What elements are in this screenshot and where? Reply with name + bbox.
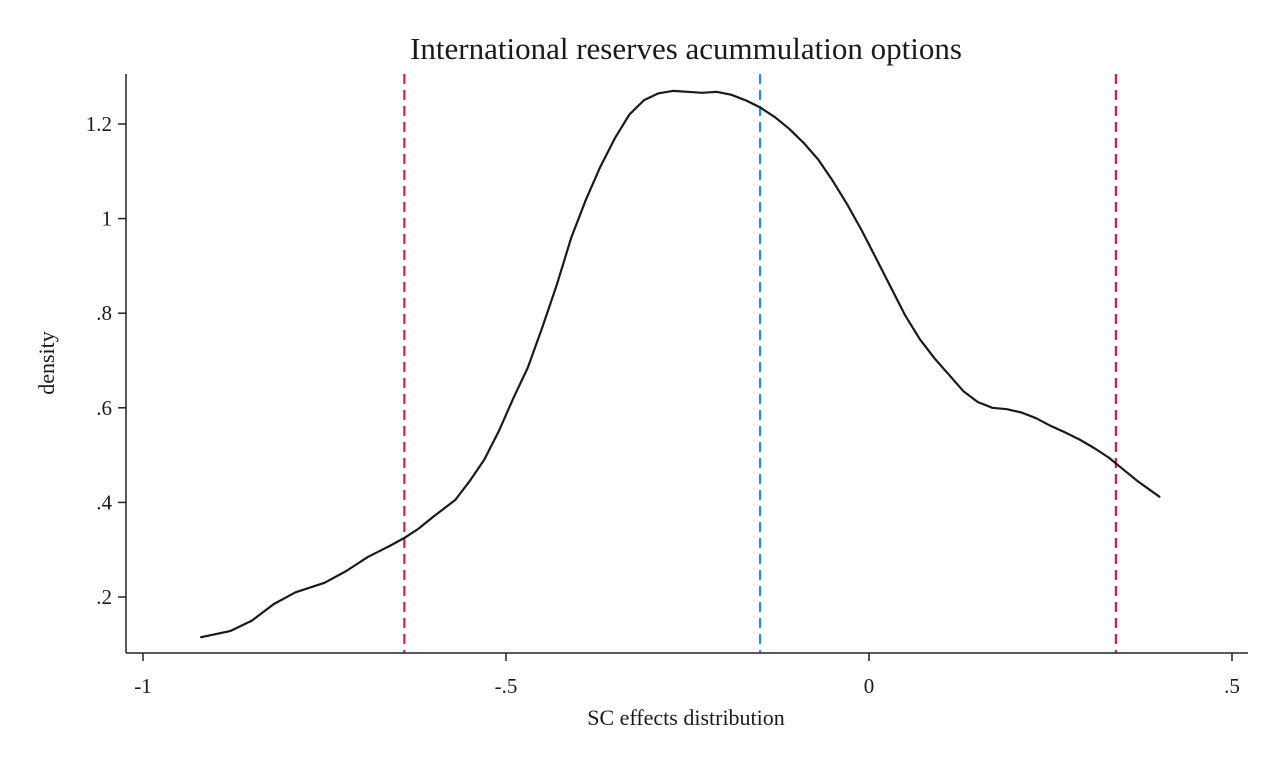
y-tick-label: .8 xyxy=(96,301,112,325)
y-tick-label: .2 xyxy=(96,585,112,609)
y-axis-title: density xyxy=(34,331,59,395)
x-axis-ticks: -1 -.5 0 .5 xyxy=(134,653,1240,698)
x-tick-label: -.5 xyxy=(495,674,518,698)
x-axis-title: SC effects distribution xyxy=(587,705,785,730)
y-tick-label: 1.2 xyxy=(86,112,112,136)
y-tick-label: .4 xyxy=(96,490,112,514)
chart-title: International reserves acummulation opti… xyxy=(410,31,962,66)
plot-area xyxy=(200,74,1161,653)
x-tick-label: .5 xyxy=(1224,674,1240,698)
density-line-1 xyxy=(200,89,1161,639)
y-axis-ticks: .2 .4 .6 .8 1 1.2 xyxy=(86,112,126,609)
x-tick-label: -1 xyxy=(134,674,152,698)
y-tick-label: 1 xyxy=(102,207,113,231)
x-tick-label: 0 xyxy=(864,674,875,698)
y-tick-label: .6 xyxy=(96,396,112,420)
